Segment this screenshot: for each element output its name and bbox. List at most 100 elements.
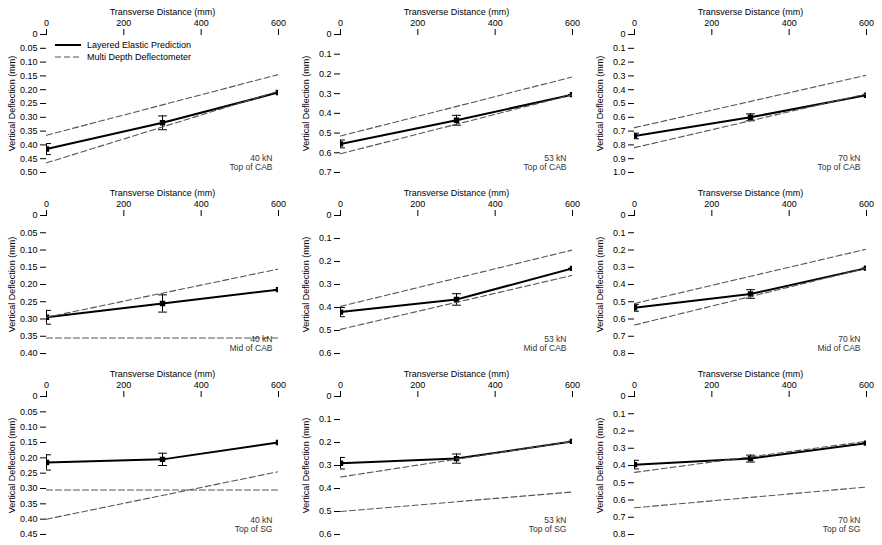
svg-text:53 kNMid of CAB: 53 kNMid of CAB [524, 334, 567, 353]
svg-text:0: 0 [338, 18, 343, 28]
svg-text:0.05: 0.05 [20, 407, 38, 417]
svg-text:0.15: 0.15 [20, 71, 38, 81]
svg-text:70 kNTop of SG: 70 kNTop of SG [823, 515, 861, 534]
svg-text:0.3: 0.3 [319, 279, 332, 289]
svg-text:0.4: 0.4 [319, 108, 332, 118]
svg-text:600: 600 [565, 199, 580, 209]
svg-text:0.3: 0.3 [319, 89, 332, 99]
svg-text:0: 0 [32, 29, 37, 39]
svg-text:0.10: 0.10 [20, 245, 38, 255]
svg-text:0.2: 0.2 [319, 437, 332, 447]
svg-text:0.7: 0.7 [613, 512, 626, 522]
svg-text:0.4: 0.4 [613, 279, 626, 289]
svg-text:0.2: 0.2 [613, 57, 626, 67]
svg-text:600: 600 [859, 18, 874, 28]
svg-text:0.4: 0.4 [319, 483, 332, 493]
svg-text:0.45: 0.45 [20, 154, 38, 164]
svg-text:0.6: 0.6 [613, 314, 626, 324]
svg-text:600: 600 [271, 18, 286, 28]
svg-text:0.40: 0.40 [20, 348, 38, 358]
svg-text:0.2: 0.2 [319, 69, 332, 79]
svg-text:40 kNMid of CAB: 40 kNMid of CAB [230, 334, 273, 353]
svg-text:0.05: 0.05 [20, 228, 38, 238]
svg-text:Vertical Deflection (mm): Vertical Deflection (mm) [595, 418, 605, 514]
svg-text:40 kNTop of CAB: 40 kNTop of CAB [230, 153, 273, 172]
svg-text:0.2: 0.2 [613, 245, 626, 255]
svg-text:Transverse Distance (mm): Transverse Distance (mm) [110, 7, 216, 17]
svg-text:70 kNMid of CAB: 70 kNMid of CAB [818, 334, 861, 353]
svg-text:Transverse Distance (mm): Transverse Distance (mm) [404, 188, 510, 198]
svg-text:200: 200 [410, 18, 425, 28]
svg-text:400: 400 [194, 18, 209, 28]
svg-text:0: 0 [44, 199, 49, 209]
svg-text:0.7: 0.7 [613, 331, 626, 341]
svg-text:400: 400 [488, 380, 503, 390]
svg-text:0.3: 0.3 [613, 262, 626, 272]
svg-text:0.15: 0.15 [20, 437, 38, 447]
svg-text:0.5: 0.5 [613, 478, 626, 488]
svg-text:Transverse Distance (mm): Transverse Distance (mm) [110, 369, 216, 379]
svg-text:0.6: 0.6 [319, 529, 332, 539]
svg-text:0.25: 0.25 [20, 468, 38, 478]
svg-text:0: 0 [44, 380, 49, 390]
svg-text:0: 0 [338, 199, 343, 209]
svg-text:0: 0 [632, 18, 637, 28]
svg-text:0.5: 0.5 [319, 128, 332, 138]
svg-text:200: 200 [410, 199, 425, 209]
svg-text:0.50: 0.50 [20, 167, 38, 177]
svg-text:0: 0 [44, 18, 49, 28]
svg-text:Vertical Deflection (mm): Vertical Deflection (mm) [301, 237, 311, 333]
svg-text:Vertical Deflection (mm): Vertical Deflection (mm) [595, 56, 605, 152]
svg-text:0.35: 0.35 [20, 499, 38, 509]
svg-text:0.3: 0.3 [613, 443, 626, 453]
svg-text:0: 0 [32, 391, 37, 401]
svg-text:600: 600 [565, 380, 580, 390]
svg-text:40 kNTop of SG: 40 kNTop of SG [235, 515, 273, 534]
svg-text:0.8: 0.8 [613, 140, 626, 150]
svg-text:1.0: 1.0 [613, 167, 626, 177]
svg-text:53 kNTop of SG: 53 kNTop of SG [529, 515, 567, 534]
svg-text:0.4: 0.4 [613, 460, 626, 470]
svg-text:0.3: 0.3 [613, 71, 626, 81]
svg-text:0.45: 0.45 [20, 529, 38, 539]
svg-text:600: 600 [859, 380, 874, 390]
svg-text:0.10: 0.10 [20, 57, 38, 67]
svg-text:400: 400 [782, 199, 797, 209]
svg-text:Vertical Deflection (mm): Vertical Deflection (mm) [301, 418, 311, 514]
svg-text:600: 600 [565, 18, 580, 28]
svg-text:0.20: 0.20 [20, 279, 38, 289]
svg-text:0.30: 0.30 [20, 314, 38, 324]
svg-text:0.30: 0.30 [20, 112, 38, 122]
svg-text:0.40: 0.40 [20, 514, 38, 524]
svg-text:0: 0 [32, 210, 37, 220]
svg-text:200: 200 [704, 380, 719, 390]
svg-text:Transverse Distance (mm): Transverse Distance (mm) [698, 7, 804, 17]
svg-text:200: 200 [116, 199, 131, 209]
svg-text:0.6: 0.6 [319, 148, 332, 158]
svg-text:0.1: 0.1 [613, 409, 626, 419]
svg-text:0.2: 0.2 [319, 256, 332, 266]
svg-text:200: 200 [116, 380, 131, 390]
svg-text:0.7: 0.7 [319, 167, 332, 177]
svg-text:200: 200 [704, 199, 719, 209]
svg-text:0.8: 0.8 [613, 348, 626, 358]
svg-text:600: 600 [271, 199, 286, 209]
svg-text:0.35: 0.35 [20, 331, 38, 341]
svg-text:0: 0 [326, 29, 331, 39]
svg-text:0.1: 0.1 [319, 233, 332, 243]
svg-text:0.6: 0.6 [319, 348, 332, 358]
svg-text:0.15: 0.15 [20, 262, 38, 272]
svg-text:Transverse Distance (mm): Transverse Distance (mm) [698, 188, 804, 198]
svg-text:600: 600 [859, 199, 874, 209]
svg-text:400: 400 [194, 380, 209, 390]
svg-text:0.20: 0.20 [20, 453, 38, 463]
svg-text:400: 400 [782, 18, 797, 28]
svg-text:0.30: 0.30 [20, 483, 38, 493]
svg-text:Transverse Distance (mm): Transverse Distance (mm) [698, 369, 804, 379]
svg-text:0: 0 [620, 391, 625, 401]
svg-text:0: 0 [632, 199, 637, 209]
svg-text:0.6: 0.6 [613, 112, 626, 122]
svg-text:0.5: 0.5 [613, 297, 626, 307]
svg-text:Transverse Distance (mm): Transverse Distance (mm) [404, 369, 510, 379]
svg-text:200: 200 [116, 18, 131, 28]
